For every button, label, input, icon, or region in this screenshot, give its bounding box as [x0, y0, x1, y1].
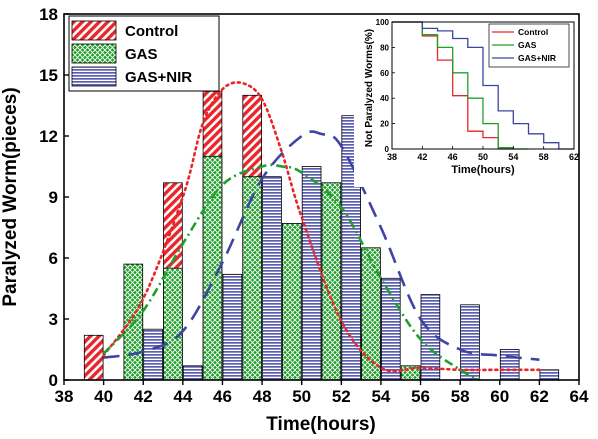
inset-legend-label-control: Control [518, 27, 548, 37]
inset-lines [392, 21, 574, 150]
legend-swatch-control [71, 20, 117, 41]
x-tick-label-50: 50 [292, 387, 311, 406]
bar-gas-nir-62.5 [539, 369, 560, 381]
inset-legend-label-gas: GAS [518, 40, 537, 50]
inset-x-tick-label-54: 54 [508, 152, 518, 162]
y-tick-label-0: 0 [49, 371, 58, 390]
x-tick-label-56: 56 [411, 387, 430, 406]
x-tick-label-58: 58 [451, 387, 470, 406]
bar-gas-nir-46.5 [222, 273, 243, 381]
inset-line-gas-nir [392, 21, 574, 150]
main-x-axis-label: Time(hours) [266, 414, 375, 435]
bar-gas-nir-48.5 [262, 176, 282, 381]
inset-y-tick-label-20: 20 [380, 120, 389, 129]
inset-x-tick-label-42: 42 [417, 152, 427, 162]
legend-label-control: Control [125, 23, 178, 40]
x-tick-label-62: 62 [530, 387, 549, 406]
main-x-ticks: 38 40 42 44 46 48 50 52 54 56 58 60 62 64 [55, 380, 589, 406]
fit-curve-control [102, 81, 541, 373]
x-tick-label-46: 46 [213, 387, 232, 406]
inset-x-tick-label-62: 62 [569, 152, 579, 162]
inset-y-tick-label-40: 40 [380, 94, 389, 103]
inset-x-tick-label-38: 38 [387, 152, 397, 162]
x-tick-label-60: 60 [490, 387, 509, 406]
main-y-ticks: 0 3 6 9 12 15 18 [39, 5, 69, 390]
main-y-axis-label: Paralyzed Worm(pieces) [0, 87, 21, 306]
legend-label-gas: GAS [125, 46, 158, 63]
main-bars [83, 90, 560, 381]
bar-gas-nir-42.5 [143, 328, 163, 381]
inset-x-axis-label: Time(hours) [451, 164, 515, 176]
y-tick-label-9: 9 [49, 188, 58, 207]
main-plot-area: 38 40 42 44 46 48 50 52 54 56 58 60 62 64 0369121518 … [0, 5, 589, 435]
main-fit-curves [102, 81, 541, 382]
x-tick-label-38: 38 [55, 387, 74, 406]
x-tick-label-40: 40 [94, 387, 113, 406]
inset-line-gas [392, 21, 529, 150]
inset-legend-label-gas-nir: GAS+NIR [518, 53, 556, 63]
inset-y-tick-label-100: 100 [376, 18, 390, 27]
bar-gas-nir-44.5 [182, 365, 203, 381]
inset-legend: Control GAS GAS+NIR [488, 23, 570, 68]
inset-x-tick-label-50: 50 [478, 152, 488, 162]
bar-control-39.5 [83, 334, 104, 381]
bar-gas-nir-58.5 [460, 304, 480, 381]
y-tick-label-12: 12 [39, 127, 58, 146]
inset-x-ticks: 38 42 46 50 54 58 62 [387, 146, 579, 162]
inset-y-tick-label-0: 0 [385, 145, 390, 154]
x-tick-label-42: 42 [134, 387, 153, 406]
bar-gas-43.5 [163, 267, 183, 381]
x-tick-label-44: 44 [173, 387, 192, 406]
bar-gas-47.5 [242, 176, 263, 381]
fit-curve-gas [102, 163, 481, 382]
x-tick-label-48: 48 [253, 387, 272, 406]
legend-swatch-gas [71, 43, 117, 64]
legend-label-gas-nir: GAS+NIR [125, 69, 192, 86]
legend-swatch-gas-nir [71, 66, 117, 87]
x-tick-label-54: 54 [371, 387, 390, 406]
inset-x-tick-label-46: 46 [448, 152, 458, 162]
bar-gas-nir-50.5 [301, 166, 322, 381]
inset-y-tick-label-80: 80 [380, 43, 389, 52]
y-tick-label-18: 18 [39, 5, 58, 24]
inset-y-axis-label: Not Paralyzed Worms(%) [364, 29, 375, 147]
inset-y-ticks: 0 20 40 60 80 100 [376, 18, 395, 154]
inset-x-tick-label-58: 58 [539, 152, 549, 162]
x-tick-label-52: 52 [332, 387, 351, 406]
bar-gas-49.5 [281, 222, 302, 381]
fit-curve-gas-nir [103, 130, 540, 361]
x-tick-label-64: 64 [570, 387, 589, 406]
y-tick-label-3: 3 [49, 310, 58, 329]
bar-gas-nir-60.5 [499, 349, 520, 381]
y-tick-label-15: 15 [39, 66, 58, 85]
bar-gas-53.5 [361, 247, 381, 381]
main-legend: Control GAS GAS+NIR [68, 15, 220, 92]
y-tick-label-6: 6 [49, 249, 58, 268]
inset-y-tick-label-60: 60 [380, 69, 389, 78]
